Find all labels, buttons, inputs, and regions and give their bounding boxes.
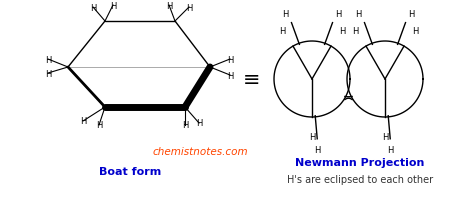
Text: H: H [166,1,172,11]
Text: H: H [339,27,345,36]
Text: H: H [45,55,51,64]
Text: chemistnotes.com: chemistnotes.com [152,146,248,156]
Text: H: H [355,11,362,19]
Text: ≡: ≡ [243,70,261,89]
Text: H's are eclipsed to each other: H's are eclipsed to each other [287,174,433,184]
Text: H: H [227,55,233,64]
Text: H: H [110,1,116,11]
Text: H: H [352,27,358,36]
Text: H: H [279,27,285,36]
Text: H: H [409,11,415,19]
Text: H: H [196,119,202,128]
Text: H: H [282,11,289,19]
Text: H: H [45,69,51,78]
Text: Newmann Projection: Newmann Projection [295,157,425,167]
Text: H: H [309,132,315,141]
Text: H: H [315,145,321,155]
Text: H: H [412,27,418,36]
Text: H: H [182,121,188,130]
Text: H: H [336,11,342,19]
Text: H: H [186,3,192,13]
Text: H: H [80,117,86,126]
Text: H: H [227,71,233,80]
Text: H: H [90,3,96,13]
Text: Boat form: Boat form [99,166,161,176]
Text: H: H [388,145,394,155]
Text: H: H [382,132,388,141]
Text: H: H [96,121,102,130]
